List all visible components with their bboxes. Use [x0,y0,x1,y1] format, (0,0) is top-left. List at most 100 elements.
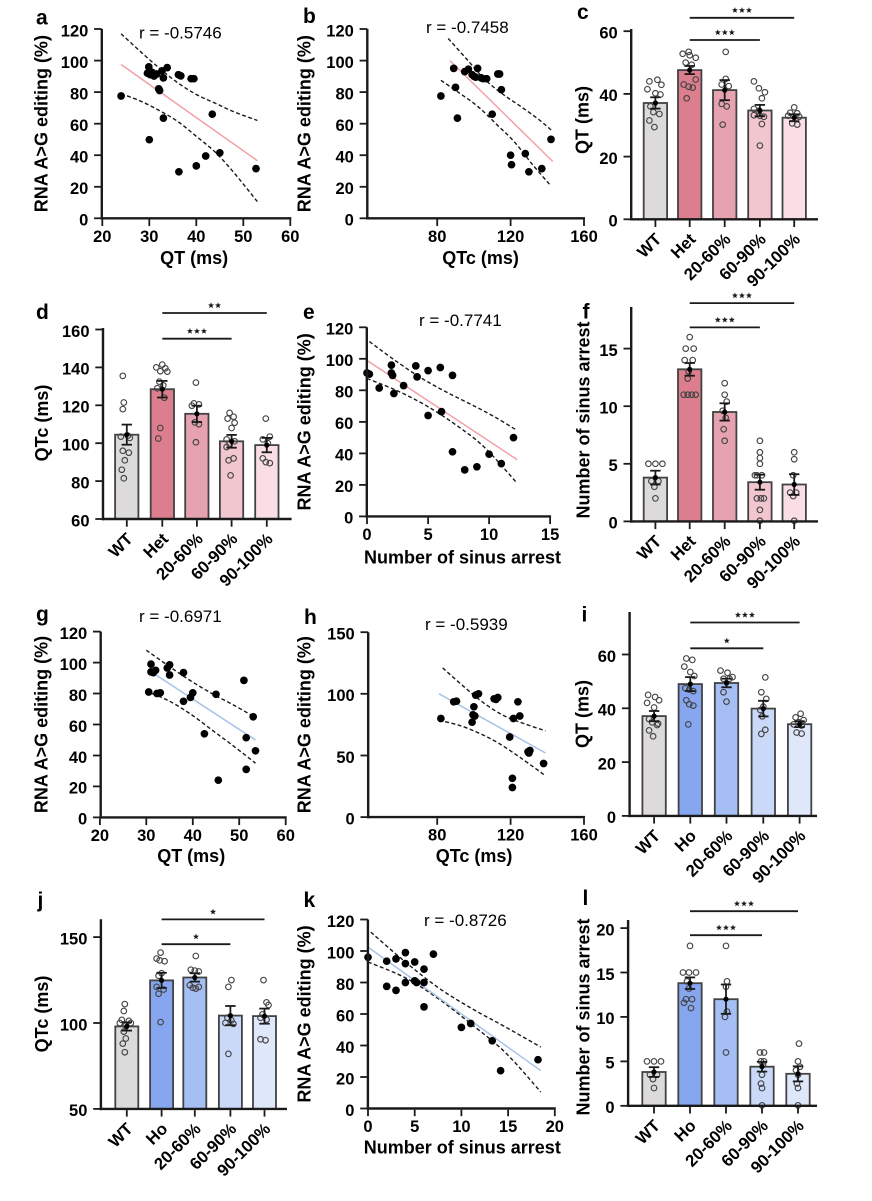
svg-text:120: 120 [326,22,354,40]
svg-text:20: 20 [596,921,614,939]
svg-text:j: j [37,889,44,912]
svg-text:RNA A>G editing (%): RNA A>G editing (%) [295,35,315,212]
svg-text:0: 0 [607,809,616,827]
svg-text:r = -0.5939: r = -0.5939 [425,615,508,634]
svg-text:QT (ms): QT (ms) [573,86,593,154]
svg-text:r = -0.5746: r = -0.5746 [139,24,222,43]
svg-text:10: 10 [480,526,498,544]
svg-text:40: 40 [187,228,205,246]
svg-text:80: 80 [69,687,87,705]
svg-text:50: 50 [336,749,354,767]
svg-text:c: c [577,1,589,24]
svg-text:120: 120 [61,22,89,40]
svg-text:QT (ms): QT (ms) [160,248,228,268]
svg-text:150: 150 [60,930,88,948]
svg-text:5: 5 [410,1118,419,1136]
svg-text:r = -0.7458: r = -0.7458 [426,18,509,37]
svg-text:5: 5 [605,1055,614,1073]
svg-text:0: 0 [346,810,355,828]
svg-text:0: 0 [345,1102,354,1120]
svg-text:60: 60 [277,827,295,845]
svg-text:20: 20 [546,1118,564,1136]
svg-text:60: 60 [335,117,353,135]
svg-text:r = -0.7741: r = -0.7741 [419,311,502,330]
svg-text:40: 40 [184,827,202,845]
svg-text:20: 20 [91,827,109,845]
svg-text:20: 20 [335,180,353,198]
svg-text:120: 120 [497,827,525,845]
svg-text:QTc (ms): QTc (ms) [442,248,519,268]
svg-text:0: 0 [609,213,618,231]
svg-text:40: 40 [69,749,87,767]
svg-text:120: 120 [326,321,354,339]
svg-text:30: 30 [137,827,155,845]
svg-text:60: 60 [599,25,617,43]
svg-text:i: i [582,604,588,627]
svg-text:40: 40 [335,447,353,465]
svg-text:QTc (ms): QTc (ms) [436,846,513,866]
svg-text:Number of sinus arrest: Number of sinus arrest [574,918,594,1115]
svg-text:QTc (ms): QTc (ms) [32,976,52,1053]
svg-text:80: 80 [335,384,353,402]
svg-text:k: k [304,889,316,912]
svg-text:100: 100 [326,54,354,72]
svg-text:0: 0 [78,811,87,829]
svg-text:0: 0 [344,510,353,528]
svg-text:60: 60 [335,415,353,433]
svg-text:d: d [36,301,49,324]
svg-text:5: 5 [609,457,618,475]
svg-text:160: 160 [570,827,598,845]
svg-text:100: 100 [327,687,355,705]
svg-text:120: 120 [62,399,90,417]
svg-text:15: 15 [499,1118,517,1136]
svg-text:0: 0 [363,1118,372,1136]
svg-text:f: f [583,301,591,324]
svg-text:150: 150 [327,626,355,644]
svg-text:0: 0 [79,212,88,230]
svg-text:60: 60 [69,718,87,736]
svg-text:10: 10 [452,1118,470,1136]
svg-text:80: 80 [71,474,89,492]
svg-text:40: 40 [335,149,353,167]
svg-text:10: 10 [599,400,617,418]
svg-text:Number of sinus arrest: Number of sinus arrest [574,321,594,518]
svg-text:20: 20 [93,228,111,246]
svg-text:40: 40 [598,702,616,720]
svg-text:40: 40 [336,1039,354,1057]
svg-text:RNA A>G editing (%): RNA A>G editing (%) [295,636,315,813]
svg-text:80: 80 [70,85,88,103]
svg-text:100: 100 [62,437,90,455]
svg-text:160: 160 [570,228,598,246]
svg-text:10: 10 [596,1010,614,1028]
svg-text:0: 0 [609,515,618,533]
svg-text:Number of sinus arrest: Number of sinus arrest [364,548,561,568]
svg-text:20: 20 [70,180,88,198]
svg-text:RNA A>G editing (%): RNA A>G editing (%) [295,925,315,1102]
svg-text:0: 0 [605,1099,614,1117]
svg-text:100: 100 [327,944,355,962]
svg-text:15: 15 [596,966,614,984]
svg-text:120: 120 [327,913,355,931]
svg-text:RNA A>G editing (%): RNA A>G editing (%) [295,333,315,510]
svg-text:r = -0.8726: r = -0.8726 [424,911,507,930]
svg-text:40: 40 [599,87,617,105]
svg-text:100: 100 [60,656,88,674]
svg-text:15: 15 [599,342,617,360]
svg-text:QT (ms): QT (ms) [573,680,593,748]
svg-text:20: 20 [598,755,616,773]
svg-text:140: 140 [62,361,90,379]
svg-text:20: 20 [335,478,353,496]
svg-text:QT (ms): QT (ms) [157,846,225,866]
svg-text:60: 60 [598,648,616,666]
svg-text:20: 20 [336,1070,354,1088]
svg-text:a: a [36,7,48,30]
svg-text:20: 20 [599,150,617,168]
svg-text:Number of sinus arrest: Number of sinus arrest [364,1138,561,1158]
svg-text:l: l [583,887,589,910]
svg-text:120: 120 [497,228,525,246]
svg-text:80: 80 [335,85,353,103]
svg-text:80: 80 [336,976,354,994]
svg-text:60: 60 [71,512,89,530]
svg-text:QTc (ms): QTc (ms) [32,385,52,462]
svg-text:15: 15 [541,526,559,544]
